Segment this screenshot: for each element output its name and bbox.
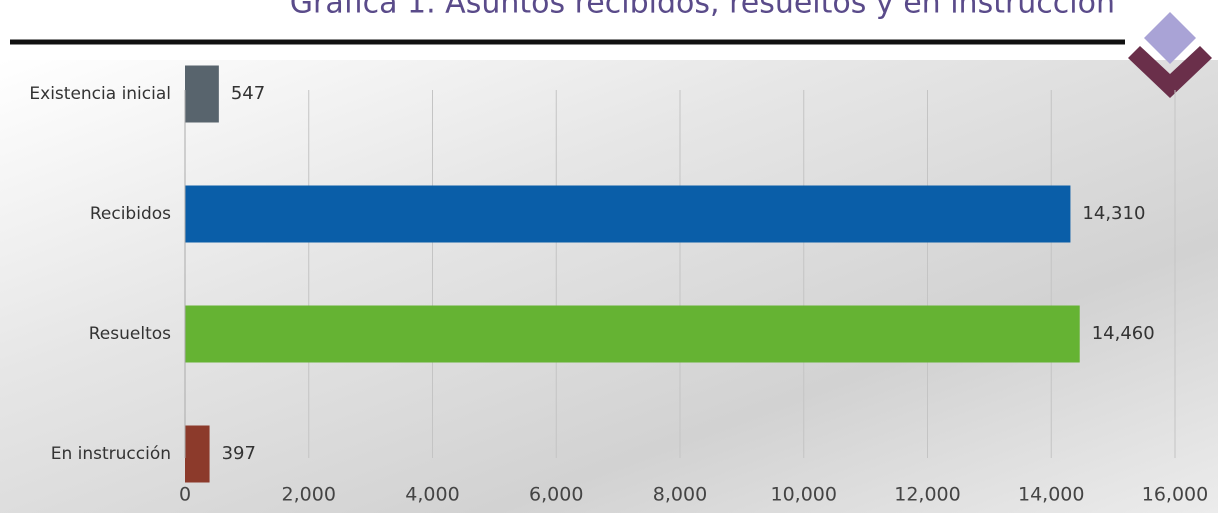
- x-tick-label: 14,000: [1018, 484, 1084, 506]
- bar: [185, 425, 210, 483]
- bar: [185, 305, 1080, 363]
- value-label: 14,310: [1082, 203, 1145, 224]
- y-tick-label: Resueltos: [89, 324, 171, 344]
- value-label: 397: [222, 443, 256, 464]
- y-tick-label: En instrucción: [51, 444, 171, 464]
- x-tick-label: 0: [179, 484, 191, 506]
- value-label: 547: [231, 83, 265, 104]
- background: [0, 60, 1218, 513]
- x-tick-label: 6,000: [529, 484, 583, 506]
- chart-title: Gráfica 1. Asuntos recibidos, resueltos …: [290, 0, 1115, 21]
- bar: [185, 65, 219, 123]
- y-tick-label: Recibidos: [90, 204, 171, 224]
- x-tick-label: 4,000: [405, 484, 459, 506]
- value-label: 14,460: [1092, 323, 1155, 344]
- x-tick-label: 12,000: [894, 484, 960, 506]
- bar: [185, 185, 1071, 243]
- x-tick-label: 16,000: [1142, 484, 1208, 506]
- y-tick-label: Existencia inicial: [29, 84, 171, 104]
- x-tick-label: 10,000: [771, 484, 837, 506]
- logo: [1144, 12, 1196, 64]
- x-tick-label: 8,000: [653, 484, 707, 506]
- logo: [1128, 46, 1212, 98]
- x-tick-label: 2,000: [282, 484, 336, 506]
